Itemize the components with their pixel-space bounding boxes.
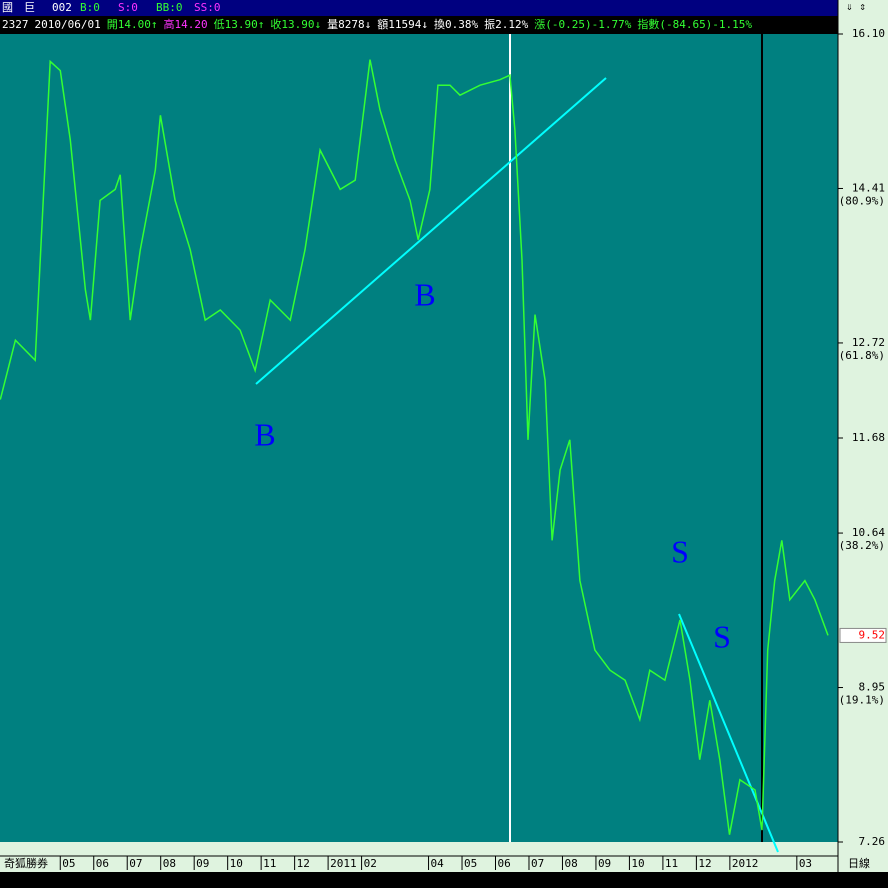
retracement-label: (80.9%) — [839, 194, 885, 207]
x-tick-label: 2011 — [330, 857, 357, 870]
y-tick-label: 12.72 — [852, 336, 885, 349]
quote-field: 振2.12% — [484, 17, 528, 31]
annotation: B — [414, 276, 435, 312]
x-tick-label: 09 — [196, 857, 209, 870]
period: 日線 — [848, 856, 870, 870]
quote-field: 低13.90↑ — [214, 18, 265, 31]
header-bar — [0, 0, 888, 16]
last-price-box — [839, 627, 887, 643]
x-tick-label: 10 — [230, 857, 243, 870]
quote-field: 量8278↓ — [327, 18, 371, 31]
plot-area — [0, 34, 838, 842]
y-tick-label: 14.41 — [852, 181, 885, 194]
y-tick-label: 11.68 — [852, 431, 885, 444]
y-tick-label: 7.26 — [859, 835, 886, 848]
retracement-label: (61.8%) — [839, 349, 885, 362]
brand: 奇狐勝券 — [4, 856, 48, 870]
x-tick-label: 06 — [498, 857, 511, 870]
quote-field: 額11594↓ — [377, 18, 428, 31]
quote-bar — [0, 16, 888, 34]
signal-flag: B:0 — [80, 1, 100, 14]
x-tick-label: 2012 — [732, 857, 759, 870]
stock-name: 國 巨 — [2, 1, 35, 14]
signal-flag: SS:0 — [194, 1, 221, 14]
signal-flag: BB:0 — [156, 1, 183, 14]
y-tick-label: 10.64 — [852, 526, 885, 539]
quote-field: 漲(-0.25)-1.77% — [534, 18, 631, 31]
trend-line — [678, 613, 779, 853]
x-tick-label: 02 — [364, 857, 377, 870]
x-tick-label: 06 — [96, 857, 109, 870]
x-tick-label: 04 — [431, 857, 445, 870]
x-axis-area — [0, 842, 838, 872]
quote-field: 收13.90↓ — [270, 17, 321, 31]
x-tick-label: 05 — [464, 857, 477, 870]
retracement-label: (19.1%) — [839, 694, 885, 707]
price-line — [0, 59, 829, 835]
x-tick-label: 07 — [531, 857, 544, 870]
trend-line — [255, 77, 607, 385]
x-tick-label: 05 — [62, 857, 75, 870]
annotation: S — [713, 618, 731, 654]
quote-field: 開14.00↑ — [107, 18, 158, 31]
y-tick-label: 16.10 — [852, 27, 885, 40]
x-tick-label: 09 — [598, 857, 611, 870]
y-axis-area — [838, 0, 888, 872]
status-bar — [0, 872, 888, 888]
retracement-label: (38.2%) — [839, 539, 885, 552]
quote-field: 高14.20 — [163, 17, 207, 31]
last-price-label: 9.52 — [859, 628, 886, 641]
x-tick-label: 08 — [163, 857, 176, 870]
annotation: S — [671, 533, 689, 569]
quote-field: 指數(-84.65)-1.15% — [637, 17, 752, 31]
x-tick-label: 08 — [564, 857, 577, 870]
y-tick-label: 8.95 — [859, 681, 886, 694]
x-tick-label: 12 — [297, 857, 310, 870]
stock-code: 002 — [52, 1, 72, 14]
quote-field: 換0.38% — [434, 18, 478, 31]
x-tick-label: 11 — [263, 857, 276, 870]
quote-field: 2327 — [2, 18, 29, 31]
annotation: B — [254, 416, 275, 452]
x-tick-label: 07 — [129, 857, 142, 870]
signal-flag: S:0 — [118, 1, 138, 14]
x-tick-label: 03 — [799, 857, 812, 870]
x-tick-label: 11 — [665, 857, 678, 870]
x-tick-label: 12 — [698, 857, 711, 870]
icon[interactable]: ⇓ ⇕ — [846, 0, 866, 13]
x-tick-label: 10 — [631, 857, 644, 870]
quote-field: 2010/06/01 — [35, 18, 101, 31]
